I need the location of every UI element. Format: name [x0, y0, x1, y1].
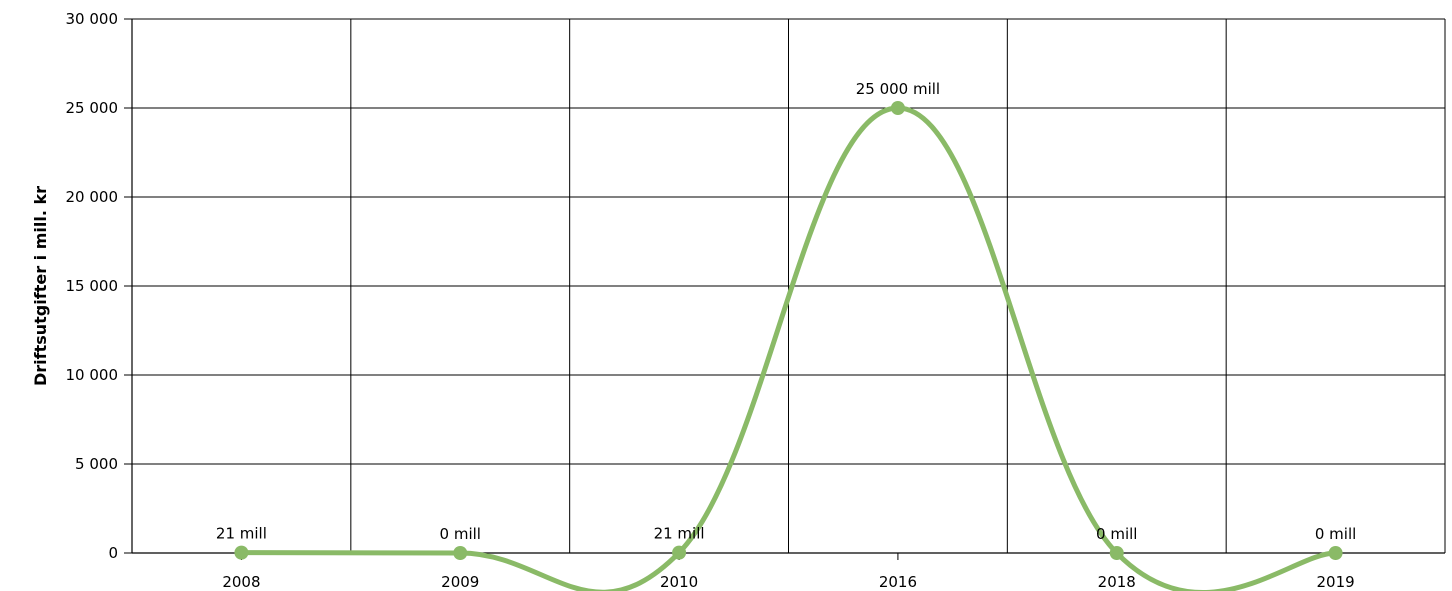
y-tick-label: 25 000	[66, 99, 119, 117]
data-label: 21 mill	[216, 525, 267, 543]
x-tick-label: 2008	[222, 573, 260, 591]
data-labels: 21 mill 0 mill 21 mill 25 000 mill 0 mill 0 m…	[216, 80, 1356, 543]
x-tick-label: 2016	[879, 573, 917, 591]
x-tick-label: 2009	[441, 573, 479, 591]
y-tick-label: 30 000	[66, 10, 119, 28]
y-axis-title: Driftsutgifter i mill. kr	[31, 186, 50, 386]
x-tick-label: 2010	[660, 573, 698, 591]
data-point	[1328, 546, 1343, 560]
series	[234, 101, 1343, 591]
x-tick-label: 2019	[1316, 573, 1354, 591]
grid	[124, 18, 1446, 554]
data-label: 25 000 mill	[856, 80, 940, 98]
x-tick-label: 2018	[1098, 573, 1136, 591]
x-tick-labels: 2008 2009 2010 2016 2018 2019	[222, 573, 1354, 591]
y-tick-labels: 0 5 000 10 000 15 000 20 000 25 000 30 000	[66, 10, 119, 562]
data-label: 21 mill	[654, 525, 705, 543]
data-label: 0 mill	[1096, 525, 1137, 543]
data-point	[1109, 546, 1124, 560]
y-tick-label: 15 000	[66, 277, 119, 295]
y-tick-label: 20 000	[66, 188, 119, 206]
y-tick-label: 5 000	[75, 455, 118, 473]
data-point	[453, 546, 468, 560]
data-point	[890, 101, 905, 115]
data-label: 0 mill	[440, 525, 481, 543]
data-point	[234, 545, 249, 560]
data-point	[672, 545, 687, 560]
data-label: 0 mill	[1315, 525, 1356, 543]
y-tick-label: 10 000	[66, 366, 119, 384]
y-tick-label: 0	[108, 544, 118, 562]
